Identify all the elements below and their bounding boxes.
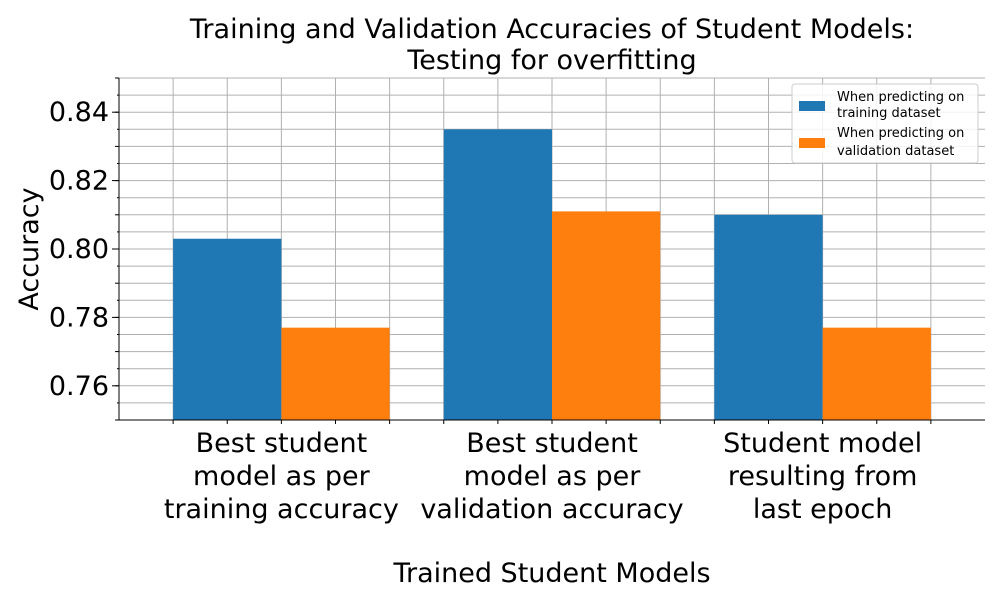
- x-category-label-2-line-1: resulting from: [728, 461, 918, 492]
- x-category-label-1-line-2: validation accuracy: [420, 494, 683, 525]
- legend-label-validation-line-2: validation dataset: [837, 144, 954, 159]
- y-tick-label: 0.82: [49, 166, 109, 197]
- chart-title-line-2: Testing for overfitting: [406, 45, 696, 76]
- bar-training-2: [714, 214, 823, 420]
- legend-label-training-line-2: training dataset: [837, 106, 941, 121]
- legend-label-training-line-1: When predicting on: [837, 90, 964, 105]
- x-category-label-1-line-0: Best student: [466, 428, 638, 459]
- legend-swatch-validation: [799, 138, 825, 148]
- x-category-label-0-line-2: training accuracy: [164, 494, 399, 525]
- legend-label-validation-line-1: When predicting on: [837, 126, 964, 141]
- y-tick-label: 0.84: [49, 97, 109, 128]
- legend: When predicting on training dataset When…: [791, 83, 979, 164]
- chart-title-line-1: Training and Validation Accuracies of St…: [189, 14, 914, 45]
- bar-validation-0: [281, 327, 390, 420]
- y-axis-label: Accuracy: [14, 187, 45, 310]
- x-category-label-0-line-0: Best student: [196, 428, 368, 459]
- y-tick-label: 0.76: [49, 371, 109, 402]
- x-category-label-2-line-2: last epoch: [753, 494, 893, 525]
- x-axis-label: Trained Student Models: [392, 558, 710, 589]
- x-category-label-2-line-0: Student model: [723, 428, 922, 459]
- x-category-label-1-line-1: model as per: [464, 461, 642, 492]
- bar-validation-1: [552, 211, 661, 420]
- y-tick-label: 0.80: [49, 234, 109, 265]
- bar-training-1: [443, 129, 552, 421]
- y-tick-label: 0.78: [49, 302, 109, 333]
- legend-swatch-training: [799, 101, 825, 111]
- legend-frame: [791, 83, 979, 164]
- bar-validation-2: [822, 327, 931, 420]
- bar-training-0: [173, 238, 282, 420]
- x-category-label-0-line-1: model as per: [193, 461, 371, 492]
